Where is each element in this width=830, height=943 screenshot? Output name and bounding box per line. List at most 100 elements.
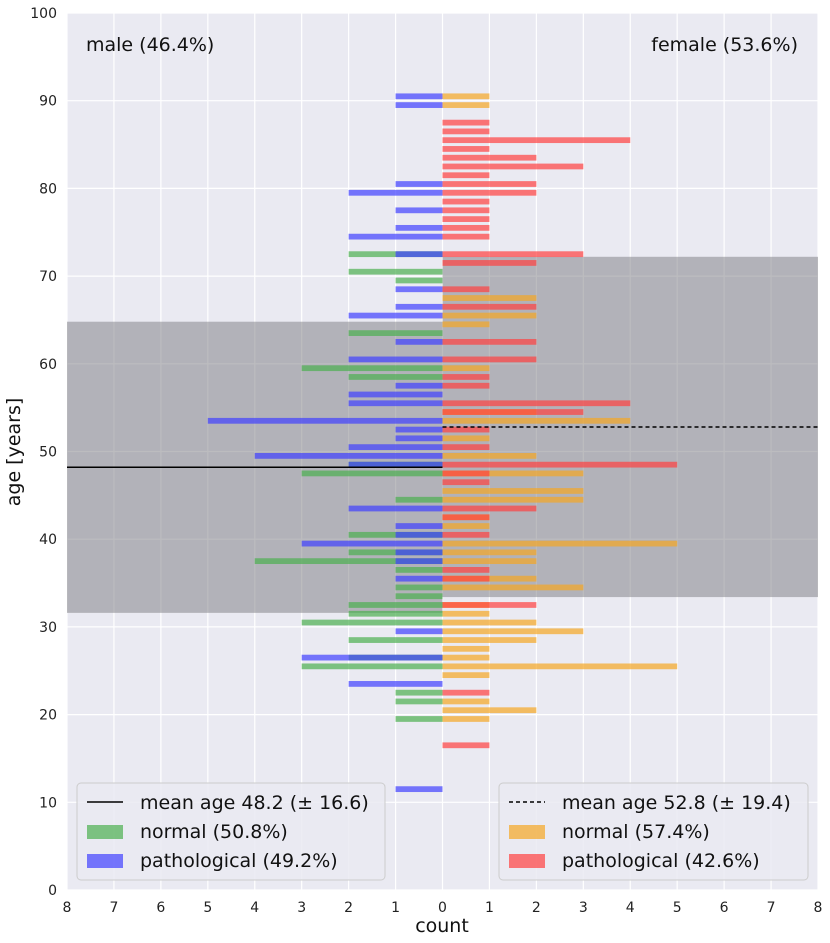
female-normal-bar <box>442 93 490 100</box>
male-pathological-bar <box>395 558 443 565</box>
female-normal-bar <box>442 610 490 617</box>
male-pathological-bar <box>395 523 443 529</box>
legend-male-normal-swatch <box>87 825 123 839</box>
x-tick-label: 4 <box>250 900 259 916</box>
y-tick-label: 70 <box>39 269 57 285</box>
female-pathological-bar <box>442 137 631 144</box>
female-normal-bar <box>442 488 584 494</box>
male-normal-bar <box>395 689 443 696</box>
male-normal-bar <box>348 637 443 643</box>
male-pathological-bar <box>395 531 443 538</box>
female-pathological-bar <box>442 172 490 179</box>
x-tick-label: 8 <box>63 900 72 916</box>
male-normal-bar <box>395 584 443 591</box>
x-tick-label: 5 <box>673 900 682 916</box>
female-pathological-bar <box>442 531 490 538</box>
female-normal-bar <box>442 637 537 643</box>
female-pathological-bar <box>442 479 490 486</box>
male-pathological-bar <box>395 382 443 389</box>
y-tick-label: 0 <box>48 883 57 899</box>
female-pathological-bar <box>442 251 584 258</box>
legend-male-pathological-swatch <box>87 854 123 868</box>
x-tick-label: 3 <box>297 900 306 916</box>
male-pathological-bar <box>395 224 443 231</box>
legend-female-frame <box>498 782 809 881</box>
male-pathological-bar <box>395 628 443 635</box>
female-pathological-bar <box>442 181 537 187</box>
female-normal-bar <box>442 584 584 591</box>
male-pathological-bar <box>395 435 443 442</box>
legend-male: mean age 48.2 (± 16.6) normal (50.8%) pa… <box>76 782 386 881</box>
female-normal-bar <box>442 628 584 635</box>
female-pathological-bar <box>442 444 490 450</box>
male-normal-bar <box>348 602 443 608</box>
x-tick-label: 6 <box>156 900 165 916</box>
x-axis-label: count <box>415 915 469 937</box>
x-tick-label: 5 <box>203 900 212 916</box>
male-pathological-bar <box>395 338 443 345</box>
male-pathological-bar <box>395 786 443 793</box>
female-normal-bar <box>442 654 490 661</box>
female-pathological-bar <box>442 119 490 126</box>
female-pathological-bar <box>442 382 490 389</box>
legend-male-normal-label: normal (50.8%) <box>140 821 288 843</box>
male-pathological-bar <box>395 207 443 214</box>
legend-female-pathological-label: pathological (42.6%) <box>562 850 760 872</box>
x-tick-label: 8 <box>814 900 823 916</box>
legend-female-normal-label: normal (57.4%) <box>562 821 710 843</box>
female-pathological-bar <box>442 260 537 266</box>
female-pathological-bar <box>442 303 537 310</box>
female-normal-bar <box>442 558 537 565</box>
male-pathological-bar <box>395 575 443 582</box>
x-tick-label: 6 <box>720 900 729 916</box>
female-normal-bar <box>442 417 631 424</box>
female-normal-bar <box>442 496 584 503</box>
female-normal-bar <box>442 672 490 679</box>
female-normal-bar <box>442 619 537 626</box>
y-tick-label: 30 <box>39 620 57 636</box>
male-pathological-bar <box>348 356 443 363</box>
male-normal-bar <box>348 610 443 617</box>
legend-male-mean-label: mean age 48.2 (± 16.6) <box>140 792 369 814</box>
x-tick-label: 2 <box>344 900 353 916</box>
female-pathological-bar <box>442 470 490 477</box>
mean-lines <box>67 426 818 469</box>
male-normal-bar <box>348 374 443 380</box>
male-pathological-bar <box>395 549 443 556</box>
female-normal-bar <box>442 540 678 547</box>
male-normal-bar <box>254 558 443 565</box>
female-pathological-bar <box>442 224 490 231</box>
y-tick-label: 20 <box>39 708 57 724</box>
y-tick-label: 40 <box>39 532 57 548</box>
x-tick-label: 4 <box>626 900 635 916</box>
x-tick-label: 1 <box>391 900 400 916</box>
male-normal-bar <box>395 716 443 722</box>
y-tick-label: 60 <box>39 357 57 373</box>
female-normal-bar <box>442 312 537 319</box>
male-pathological-bar <box>395 93 443 100</box>
x-tick-label: 2 <box>532 900 541 916</box>
female-pathological-bar <box>442 216 490 222</box>
male-pathological-bar <box>348 505 443 512</box>
female-pathological-bar <box>442 400 631 407</box>
y-tick-labels: 0 10 20 30 40 50 60 70 80 90 100 <box>30 6 57 899</box>
male-pathological-bar <box>348 391 443 398</box>
female-pathological-bar <box>442 207 490 214</box>
female-normal-bar <box>442 435 490 442</box>
male-pathological-bar <box>254 453 443 459</box>
female-normal-bar <box>442 645 490 652</box>
male-pathological-bar <box>395 426 443 433</box>
legend-female-pathological-swatch <box>509 854 545 868</box>
male-pathological-bar <box>395 102 443 108</box>
female-normal-bar <box>442 321 490 328</box>
male-pathological-bar <box>348 681 443 687</box>
histogram-bars <box>207 93 678 793</box>
female-pathological-bar <box>442 409 584 415</box>
female-normal-bar <box>442 453 537 459</box>
female-pathological-bar <box>442 154 537 161</box>
male-pathological-bar <box>301 540 443 547</box>
female-normal-bar <box>442 663 678 670</box>
male-pathological-bar <box>348 233 443 240</box>
y-tick-label: 10 <box>39 795 57 811</box>
